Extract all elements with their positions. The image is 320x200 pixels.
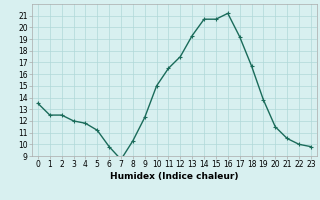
X-axis label: Humidex (Indice chaleur): Humidex (Indice chaleur) — [110, 172, 239, 181]
